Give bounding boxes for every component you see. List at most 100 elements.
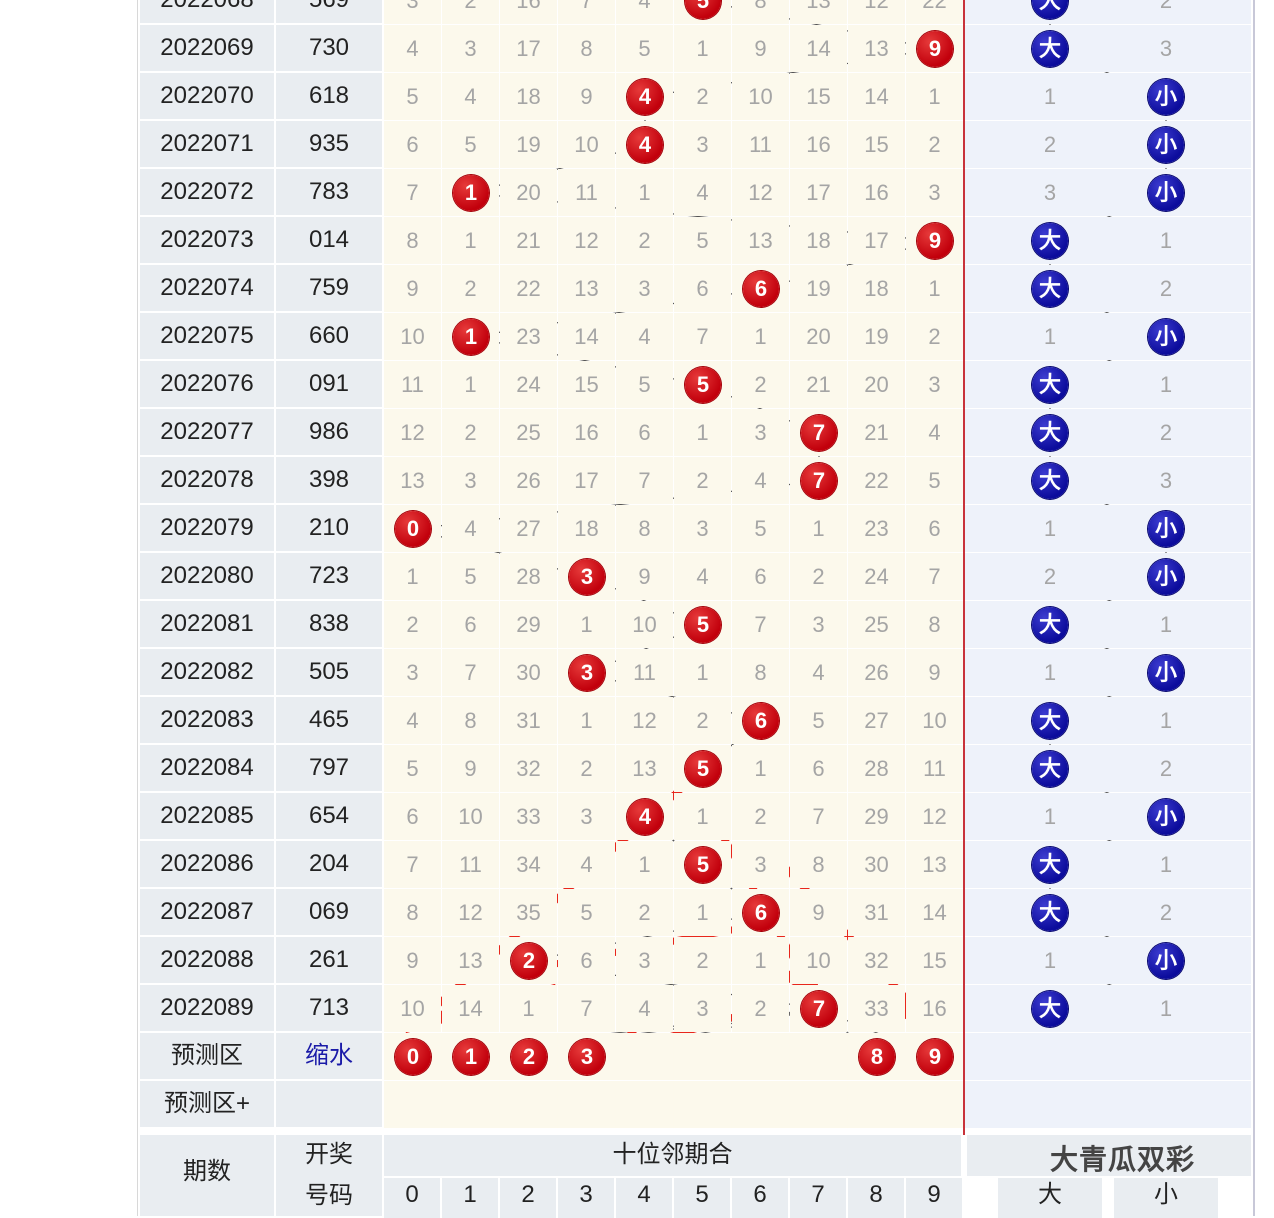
footer-code-label-1: 开奖 [276, 1135, 382, 1176]
omit-cell: 1 [674, 793, 731, 840]
footer-digit: 8 [848, 1178, 904, 1218]
omit-cell: 14 [848, 73, 905, 120]
omit-cell: 3 [906, 169, 963, 216]
omit-cell: 5 [384, 73, 441, 120]
omit-cell: 26 [848, 649, 905, 696]
code-cell: 783 [276, 169, 382, 215]
size-ball: 大 [1032, 463, 1068, 499]
size-omit: 2 [1146, 745, 1186, 793]
omit-cell: 6 [906, 505, 963, 552]
omit-cell: 15 [558, 361, 615, 408]
omit-cell: 4 [674, 553, 731, 600]
size-ball: 大 [1032, 895, 1068, 931]
omit-cell: 12 [558, 217, 615, 264]
omit-cell: 4 [442, 73, 499, 120]
omit-cell: 7 [616, 457, 673, 504]
footer-period-label: 期数 [140, 1135, 274, 1216]
code-cell: 838 [276, 601, 382, 647]
omit-cell: 6 [384, 121, 441, 168]
omit-cell: 1 [674, 649, 731, 696]
footer-digit: 5 [674, 1178, 730, 1218]
omit-cell: 2 [674, 937, 731, 984]
omit-cell: 6 [732, 553, 789, 600]
omit-cell: 10 [906, 697, 963, 744]
hit-ball: 7 [801, 415, 837, 451]
period-cell: 2022082 [140, 649, 274, 695]
size-region [965, 505, 1251, 552]
footer-digit: 9 [906, 1178, 962, 1218]
omit-cell: 2 [616, 889, 673, 936]
omit-cell: 9 [384, 265, 441, 312]
period-cell: 2022073 [140, 217, 274, 263]
omit-cell: 34 [500, 841, 557, 888]
omit-cell: 1 [558, 697, 615, 744]
hit-ball: 4 [627, 799, 663, 835]
omit-cell: 17 [500, 25, 557, 72]
period-cell: 2022088 [140, 937, 274, 983]
omit-cell: 16 [500, 0, 557, 24]
prediction-ball: 1 [453, 1039, 489, 1075]
code-cell: 014 [276, 217, 382, 263]
omit-cell: 3 [674, 505, 731, 552]
size-omit: 2 [1030, 121, 1070, 169]
omit-cell: 2 [906, 313, 963, 360]
omit-cell: 32 [848, 937, 905, 984]
omit-cell: 8 [616, 505, 673, 552]
omit-cell: 20 [500, 169, 557, 216]
omit-cell: 22 [906, 0, 963, 24]
size-omit: 1 [1030, 649, 1070, 697]
size-region [965, 553, 1251, 600]
omit-cell: 3 [674, 121, 731, 168]
omit-cell: 5 [616, 25, 673, 72]
size-ball: 大 [1032, 31, 1068, 67]
period-cell: 2022085 [140, 793, 274, 839]
code-cell: 204 [276, 841, 382, 887]
size-region [965, 0, 1251, 24]
omit-cell: 12 [906, 793, 963, 840]
code-cell: 654 [276, 793, 382, 839]
prediction-ball: 2 [511, 1039, 547, 1075]
omit-cell: 3 [732, 409, 789, 456]
prediction-label: 预测区 [140, 1033, 274, 1079]
hit-ball: 4 [627, 79, 663, 115]
omit-cell: 11 [616, 649, 673, 696]
omit-cell: 2 [732, 361, 789, 408]
code-cell: 069 [276, 889, 382, 935]
omit-cell: 4 [384, 25, 441, 72]
omit-cell: 5 [384, 745, 441, 792]
code-cell: 730 [276, 25, 382, 71]
omit-cell: 24 [500, 361, 557, 408]
omit-cell: 9 [790, 889, 847, 936]
omit-cell: 33 [848, 985, 905, 1032]
size-ball: 小 [1148, 799, 1184, 835]
omit-cell: 16 [848, 169, 905, 216]
prediction-plus-area [384, 1081, 963, 1128]
omit-cell: 4 [616, 313, 673, 360]
omit-cell: 2 [790, 553, 847, 600]
omit-cell: 9 [616, 553, 673, 600]
footer-digit: 6 [732, 1178, 788, 1218]
size-region [965, 409, 1251, 456]
hit-ball: 2 [511, 943, 547, 979]
period-cell: 2022071 [140, 121, 274, 167]
code-cell: 797 [276, 745, 382, 791]
omit-cell: 12 [732, 169, 789, 216]
hit-ball: 3 [569, 655, 605, 691]
omit-cell: 1 [732, 313, 789, 360]
code-cell: 091 [276, 361, 382, 407]
omit-cell: 9 [558, 73, 615, 120]
code-cell: 986 [276, 409, 382, 455]
omit-cell: 1 [616, 841, 673, 888]
size-separator-right [1253, 0, 1255, 1216]
period-cell: 2022076 [140, 361, 274, 407]
omit-cell: 1 [674, 889, 731, 936]
omit-cell: 13 [442, 937, 499, 984]
omit-cell: 8 [384, 889, 441, 936]
period-cell: 2022081 [140, 601, 274, 647]
code-cell: 660 [276, 313, 382, 359]
size-omit: 2 [1030, 553, 1070, 601]
omit-cell: 29 [848, 793, 905, 840]
size-ball: 小 [1148, 319, 1184, 355]
size-omit: 3 [1030, 169, 1070, 217]
